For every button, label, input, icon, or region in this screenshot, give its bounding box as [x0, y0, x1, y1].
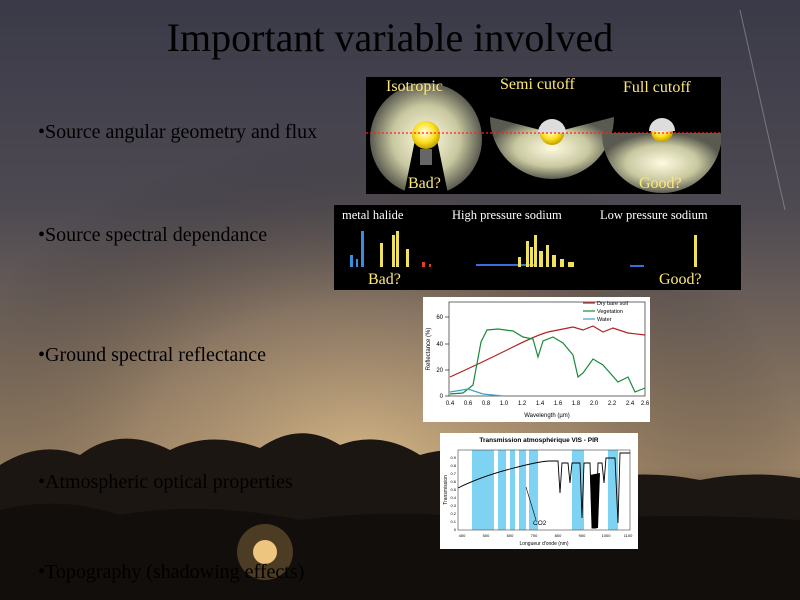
xtick: 1000: [602, 533, 612, 538]
xtick: 2.2: [608, 401, 617, 407]
bullet-ground-reflectance: •Ground spectral reflectance: [38, 344, 266, 366]
lps-label: Low pressure sodium: [600, 208, 708, 222]
ytick: 0.4: [450, 495, 456, 500]
xtick: 900: [579, 533, 586, 538]
bullet-atmospheric-properties: •Atmospheric optical properties: [38, 471, 293, 493]
hps-label: High pressure sodium: [452, 208, 562, 222]
ytick-0: 0: [440, 394, 444, 400]
xtick: 0.8: [482, 401, 491, 407]
xtick: 1.8: [572, 401, 581, 407]
bullet-angular-geometry: •Source angular geometry and flux: [38, 121, 318, 143]
ytick: 0: [454, 527, 457, 532]
ytick-20: 20: [436, 368, 443, 374]
vegetation-curve: [449, 328, 646, 395]
xtick: 2.0: [590, 401, 599, 407]
xtick: 1.4: [536, 401, 545, 407]
xtick: 800: [555, 533, 562, 538]
slide-title: Important variable involved: [166, 15, 614, 60]
ytick-40: 40: [436, 342, 443, 348]
ytick: 0.7: [450, 471, 456, 476]
spectral-bad-label: Bad?: [368, 271, 401, 288]
transmission-chart: Transmission atmosphérique VIS - PIR CO2…: [440, 433, 638, 549]
bullet-topography: •Topography (shadowing effects): [38, 561, 305, 583]
reflectance-plot: 0 20 40 60 0.4 0.6 0.8 1.0 1.2 1.4 1.6 1…: [426, 301, 650, 419]
xtick: 600: [507, 533, 514, 538]
xtick: 2.4: [626, 401, 635, 407]
reflectance-xlabel: Wavelength (µm): [524, 413, 570, 419]
water-curve: [449, 388, 504, 397]
ytick: 0.2: [450, 511, 456, 516]
lamp-spectra-illustration: [350, 231, 697, 267]
spectral-panel: metal halide High pressure sodium Low pr…: [334, 205, 741, 290]
reflectance-chart: 0 20 40 60 0.4 0.6 0.8 1.0 1.2 1.4 1.6 1…: [423, 297, 650, 422]
ytick: 0.6: [450, 479, 456, 484]
co2-annotation: CO2: [533, 520, 547, 527]
ytick: 0.1: [450, 519, 456, 524]
xtick: 0.6: [464, 401, 473, 407]
ytick-60: 60: [436, 315, 443, 321]
xtick: 700: [531, 533, 538, 538]
transmission-curve: [457, 452, 630, 529]
xtick: 1100: [624, 533, 633, 538]
ytick: 0.9: [450, 455, 456, 460]
xtick: 0.4: [446, 401, 455, 407]
spectral-good-label: Good?: [659, 271, 702, 288]
legend-soil: Dry bare soil: [597, 301, 628, 307]
geometry-good-label: Good?: [639, 175, 682, 192]
reflectance-ylabel: Reflectance (%): [426, 328, 432, 371]
absorption-band: [590, 473, 600, 528]
transmission-plot: Transmission atmosphérique VIS - PIR CO2…: [443, 437, 633, 547]
ytick: 0.5: [450, 487, 456, 492]
xtick: 1.0: [500, 401, 509, 407]
bullet-spectral-dependance: •Source spectral dependance: [38, 224, 268, 246]
legend-vegetation: Vegetation: [597, 309, 623, 315]
transmission-xlabel: Longueur d'onde (nm): [519, 541, 568, 547]
xtick: 500: [483, 533, 490, 538]
legend-water: Water: [597, 317, 612, 323]
xtick: 1.6: [554, 401, 563, 407]
metal-halide-label: metal halide: [342, 208, 404, 222]
xtick: 1.2: [518, 401, 527, 407]
lamp-geometry-illustration: [366, 83, 722, 195]
isotropic-label: Isotropic: [386, 78, 443, 95]
xtick: 2.6: [641, 401, 650, 407]
angular-geometry-panel: Isotropic Semi cutoff Full cutoff Bad? G…: [366, 76, 722, 195]
semi-cutoff-label: Semi cutoff: [500, 76, 575, 93]
transmission-title: Transmission atmosphérique VIS - PIR: [479, 437, 599, 444]
ytick: 0.8: [450, 463, 456, 468]
ytick: 0.3: [450, 503, 456, 508]
geometry-bad-label: Bad?: [408, 175, 441, 192]
xtick: 400: [459, 533, 466, 538]
transmission-ylabel: Transmission: [443, 475, 449, 505]
full-cutoff-label: Full cutoff: [623, 79, 691, 96]
